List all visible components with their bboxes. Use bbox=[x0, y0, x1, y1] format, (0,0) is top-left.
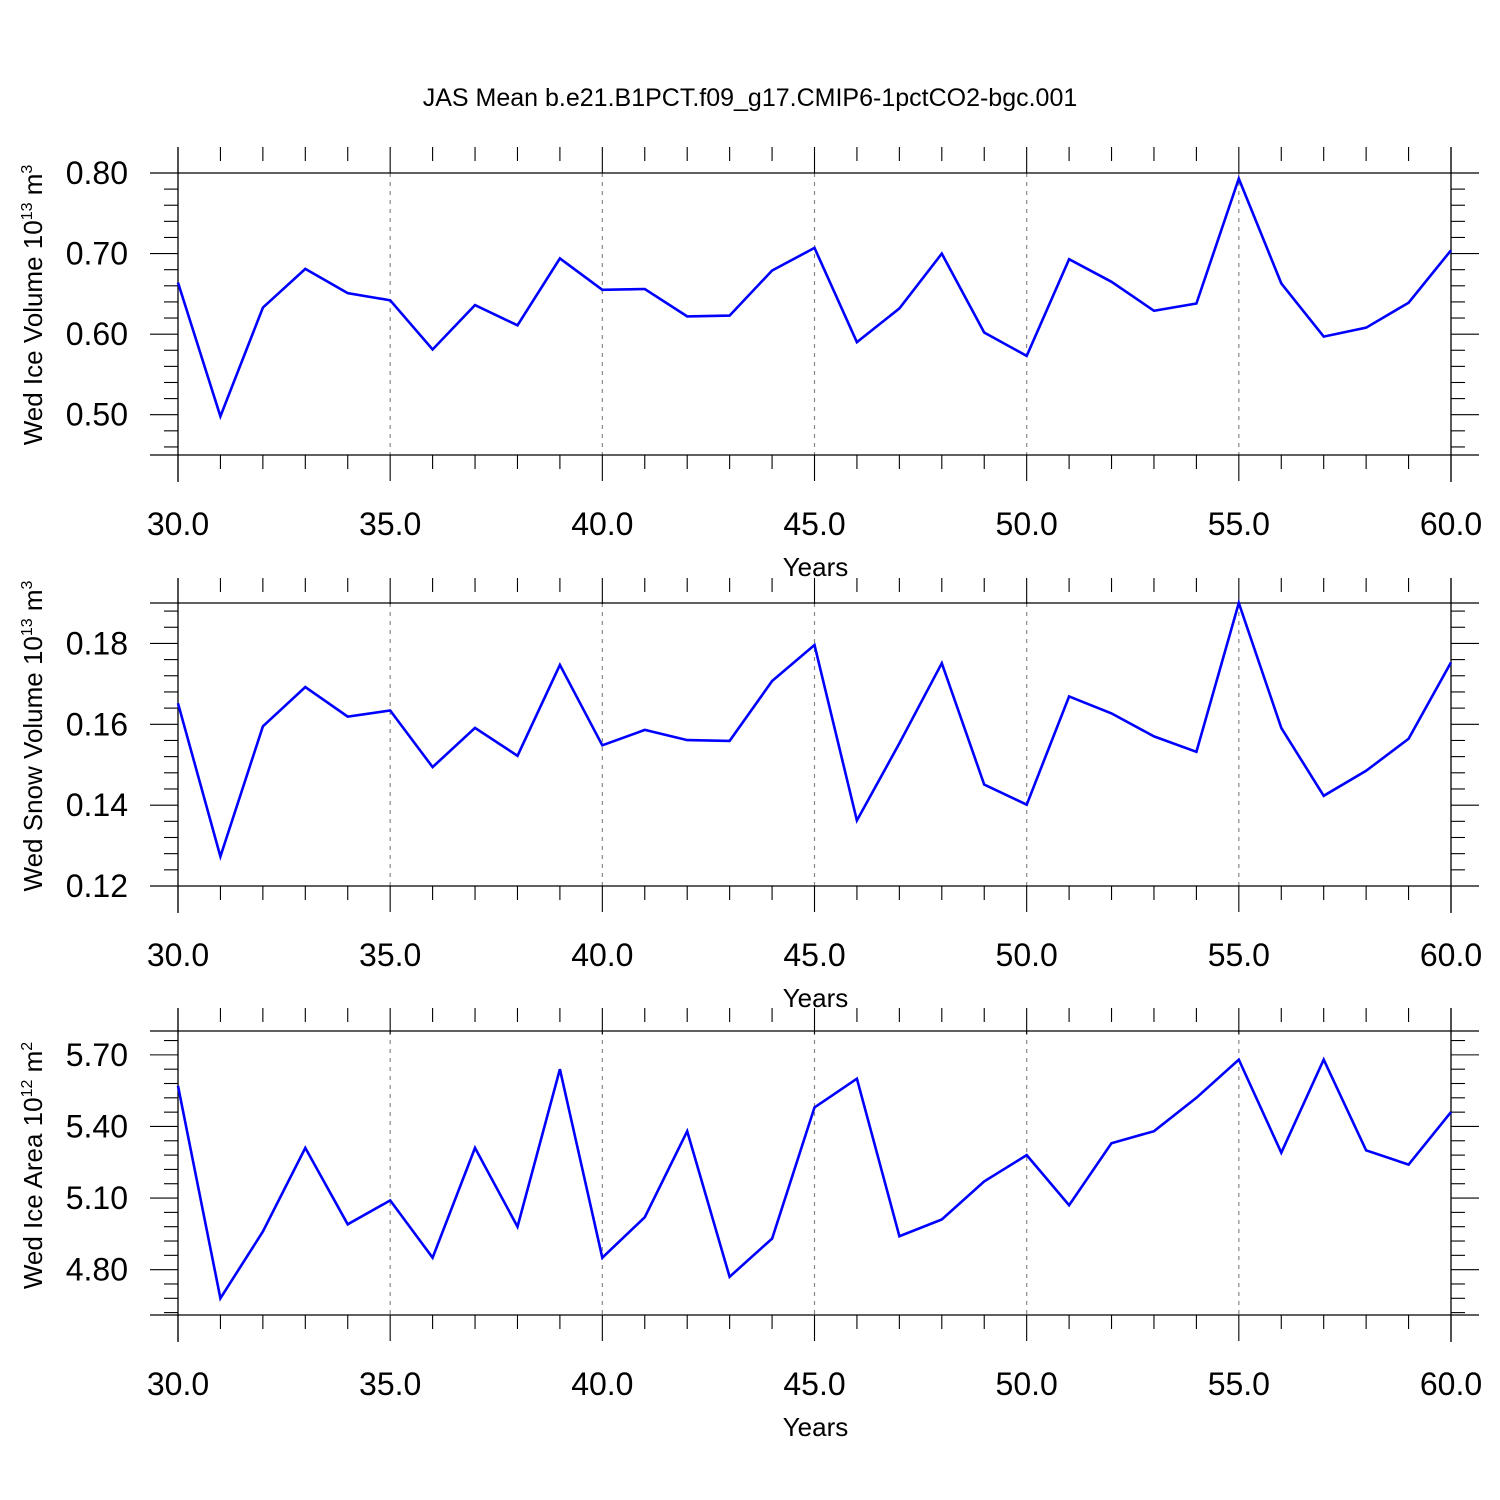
y-axis-label-unit-exponent: 3 bbox=[19, 580, 36, 589]
chart-panel-1: 30.0 35.0 40.0 45.0 50.0 55.0 60.0 0.50 0.60 0.70… bbox=[18, 147, 1482, 582]
y-axis-label-text: Wed Snow Volume 10 bbox=[18, 636, 48, 891]
x-tick-label: 55.0 bbox=[1208, 937, 1270, 973]
y-axis-label-unit: m bbox=[18, 589, 48, 618]
x-tick-label: 45.0 bbox=[783, 506, 845, 542]
y-axis-label-unit: m bbox=[18, 174, 48, 203]
y-axis-label: Wed Snow Volume 1013 m3 bbox=[18, 580, 48, 891]
x-axis-label: Years bbox=[783, 552, 849, 582]
y-tick-label: 0.80 bbox=[66, 155, 128, 191]
y-axis-label-exponent: 13 bbox=[19, 618, 36, 636]
chart-panel-3: 30.0 35.0 40.0 45.0 50.0 55.0 60.0 4.80 5.10 5.40… bbox=[18, 1008, 1482, 1442]
x-tick-label: 40.0 bbox=[571, 1366, 633, 1402]
y-tick-label: 0.12 bbox=[66, 868, 128, 904]
x-tick-label: 40.0 bbox=[571, 506, 633, 542]
y-axis-label-exponent: 13 bbox=[19, 202, 36, 220]
y-tick-label: 4.80 bbox=[66, 1252, 128, 1288]
x-tick-label: 50.0 bbox=[996, 937, 1058, 973]
y-axis-label-unit-exponent: 2 bbox=[19, 1042, 36, 1051]
y-tick-label: 5.10 bbox=[66, 1180, 128, 1216]
y-tick-label: 0.50 bbox=[66, 397, 128, 433]
y-axis-label: Wed Ice Area 1012 m2 bbox=[18, 1042, 48, 1289]
chart-panel-2: 30.0 35.0 40.0 45.0 50.0 55.0 60.0 0.12 0.14 0.16… bbox=[18, 578, 1482, 1013]
x-tick-label: 40.0 bbox=[571, 937, 633, 973]
y-tick-label: 0.16 bbox=[66, 706, 128, 742]
x-tick-label: 45.0 bbox=[783, 937, 845, 973]
page-title: JAS Mean b.e21.B1PCT.f09_g17.CMIP6-1pctC… bbox=[422, 84, 1078, 112]
y-tick-label: 5.40 bbox=[66, 1108, 128, 1144]
y-axis-label-unit-exponent: 3 bbox=[19, 165, 36, 174]
series-line bbox=[176, 174, 1453, 421]
y-tick-label: 0.60 bbox=[66, 316, 128, 352]
x-tick-label: 60.0 bbox=[1420, 937, 1482, 973]
y-tick-label: 5.70 bbox=[66, 1037, 128, 1073]
x-tick-label: 60.0 bbox=[1420, 506, 1482, 542]
series-line bbox=[176, 598, 1453, 862]
x-tick-label: 60.0 bbox=[1420, 1366, 1482, 1402]
y-tick-label: 0.18 bbox=[66, 625, 128, 661]
x-tick-label: 55.0 bbox=[1208, 506, 1270, 542]
x-tick-label: 30.0 bbox=[147, 506, 209, 542]
x-tick-label: 50.0 bbox=[996, 506, 1058, 542]
x-tick-label: 35.0 bbox=[359, 937, 421, 973]
y-tick-label: 0.14 bbox=[66, 787, 128, 823]
series-line bbox=[176, 1056, 1453, 1302]
y-axis-label-text: Wed Ice Area 10 bbox=[18, 1097, 48, 1289]
x-tick-label: 35.0 bbox=[359, 506, 421, 542]
y-axis-label-text: Wed Ice Volume 10 bbox=[18, 220, 48, 445]
x-axis-label: Years bbox=[783, 983, 849, 1013]
y-axis-label-exponent: 12 bbox=[19, 1080, 36, 1098]
x-tick-label: 45.0 bbox=[783, 1366, 845, 1402]
y-axis-label-unit: m bbox=[18, 1051, 48, 1080]
x-tick-label: 30.0 bbox=[147, 937, 209, 973]
y-axis-label: Wed Ice Volume 1013 m3 bbox=[18, 165, 48, 446]
x-tick-label: 50.0 bbox=[996, 1366, 1058, 1402]
x-tick-label: 55.0 bbox=[1208, 1366, 1270, 1402]
x-tick-label: 35.0 bbox=[359, 1366, 421, 1402]
x-axis-label: Years bbox=[783, 1412, 849, 1442]
y-tick-label: 0.70 bbox=[66, 236, 128, 272]
x-tick-label: 30.0 bbox=[147, 1366, 209, 1402]
